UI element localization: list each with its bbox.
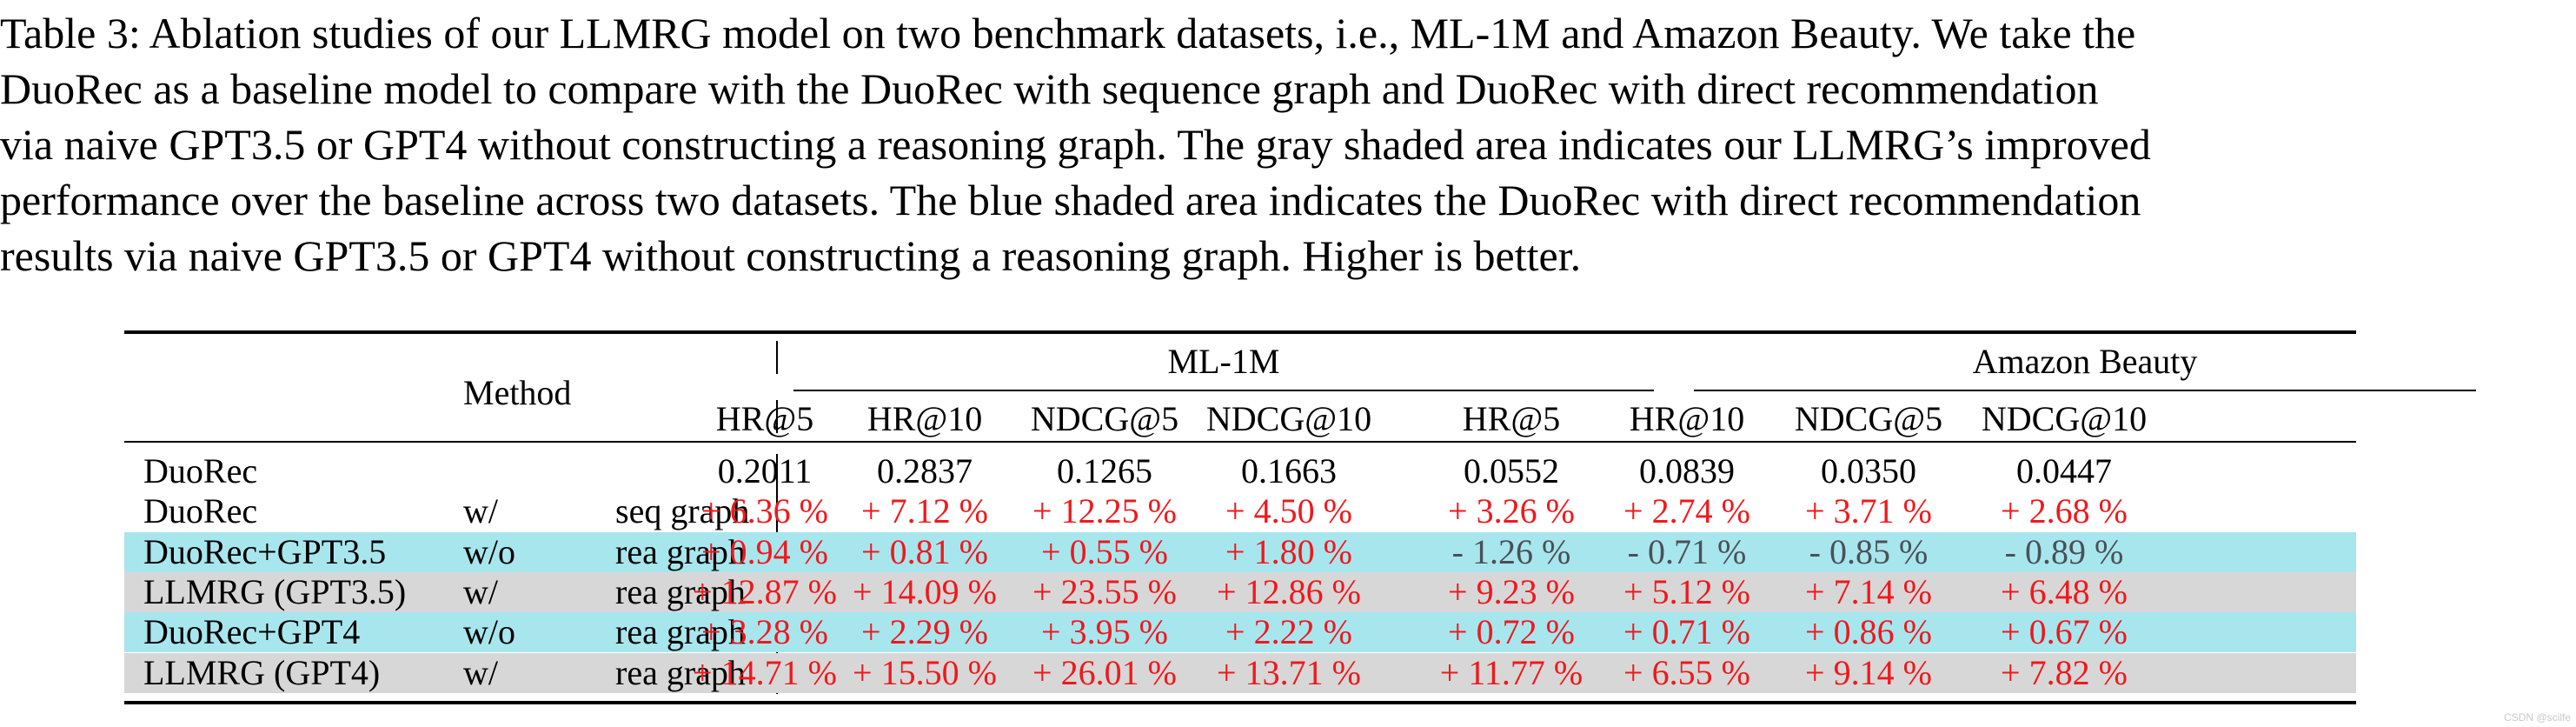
metric-value-cell: + 0.71 % [1623, 612, 1750, 651]
caption-line: DuoRec as a baseline model to compare wi… [0, 64, 2099, 113]
row-method-name: LLMRG (GPT4) [143, 653, 381, 692]
metric-value-cell: + 26.01 % [1032, 653, 1177, 692]
metric-value-cell: - 0.85 % [1809, 532, 1929, 571]
metric-value-cell: + 14.71 % [693, 653, 837, 692]
table-row: DuoRec+GPT3.5 w/o rea graph + 0.94 % + 0.81 … [124, 532, 2356, 572]
group-header-amazon: Amazon Beauty [1972, 342, 2198, 381]
metric-header: NDCG@5 [1794, 399, 1943, 438]
row-graph-type: rea graph [615, 532, 746, 571]
metric-value-cell: + 12.86 % [1217, 572, 1361, 611]
metric-value-cell: + 0.86 % [1805, 612, 1932, 651]
metric-value-cell: + 4.50 % [1225, 491, 1352, 530]
table-row: DuoRec w/seq graph + 6.36 % + 7.12 % + 12.25… [124, 491, 2356, 531]
caption-line: Table 3: Ablation studies of our LLMRG m… [0, 9, 2136, 57]
row-graph-type: rea graph [615, 572, 746, 611]
metric-value-cell: + 7.82 % [2001, 653, 2128, 692]
metric-value-cell: 0.1663 [1241, 451, 1337, 490]
table-caption: Table 3: Ablation studies of our LLMRG m… [0, 5, 2487, 283]
row-with-flag: w/ [463, 491, 498, 530]
metric-header: HR@5 [715, 399, 814, 438]
row-with-flag: w/o [463, 532, 515, 571]
metric-value-cell: + 15.50 % [853, 653, 997, 692]
metric-value-cell: + 0.94 % [701, 532, 828, 571]
top-rule [124, 330, 2356, 334]
metric-header: NDCG@10 [1205, 399, 1372, 438]
metric-value-cell: 0.0350 [1821, 451, 1916, 490]
metric-value-cell: + 6.36 % [701, 491, 828, 530]
metric-header: NDCG@5 [1030, 399, 1179, 438]
table-row: DuoRec+GPT4 w/o rea graph + 3.28 % + 2.29 % +… [124, 612, 2356, 652]
metric-value-cell: + 3.28 % [701, 612, 828, 651]
metric-value-cell: + 7.12 % [861, 491, 988, 530]
metric-value-cell: + 0.55 % [1041, 532, 1168, 571]
metric-header: HR@10 [1629, 399, 1745, 438]
metric-value-cell: + 9.23 % [1448, 572, 1575, 611]
metric-value-cell: + 3.26 % [1448, 491, 1575, 530]
method-header: Method [463, 373, 572, 412]
row-method-name: DuoRec+GPT4 [143, 612, 361, 651]
metric-value-cell: + 2.68 % [2001, 491, 2128, 530]
row-graph-type: seq graph [615, 491, 750, 530]
metric-value-cell: + 5.12 % [1623, 572, 1750, 611]
metric-header: HR@10 [866, 399, 983, 438]
metric-value-cell: + 2.74 % [1623, 491, 1750, 530]
metric-value-cell: 0.0447 [2016, 451, 2112, 490]
metric-value-cell: + 0.67 % [2001, 612, 2128, 651]
row-with-flag: w/ [463, 572, 498, 611]
metric-value-cell: - 0.71 % [1627, 532, 1747, 571]
metric-value-cell: + 6.48 % [2001, 572, 2128, 611]
table-row: LLMRG (GPT3.5) w/rea graph + 12.87 % + 14.0… [124, 572, 2356, 612]
metric-value-cell: + 13.71 % [1217, 653, 1361, 692]
bottom-rule [124, 701, 2356, 704]
caption-line: via naive GPT3.5 or GPT4 without constru… [0, 120, 2151, 169]
header-rule [124, 441, 2356, 443]
metric-value-cell: + 11.77 % [1439, 653, 1583, 692]
metric-value-cell: 0.0552 [1464, 451, 1559, 490]
metric-value-cell: + 3.71 % [1805, 491, 1932, 530]
row-with-flag: w/ [463, 653, 498, 692]
row-with-flag: w/o [463, 612, 515, 651]
metric-value-cell: + 3.95 % [1041, 612, 1168, 651]
row-method-name: LLMRG (GPT3.5) [143, 572, 407, 611]
metric-value-cell: 0.2011 [717, 451, 813, 490]
metric-value-cell: + 12.25 % [1032, 491, 1177, 530]
group-header-ml1m: ML-1M [1167, 342, 1280, 381]
metric-header: HR@5 [1462, 399, 1561, 438]
caption-line: results via naive GPT3.5 or GPT4 without… [0, 231, 1582, 280]
metric-value-cell: + 14.09 % [853, 572, 997, 611]
column-divider [776, 400, 778, 433]
metric-value-cell: 0.2837 [877, 451, 973, 490]
metric-value-cell: + 7.14 % [1805, 572, 1932, 611]
metric-value-cell: + 0.72 % [1448, 612, 1575, 651]
table-row: LLMRG (GPT4) w/rea graph + 14.71 % + 15.50 … [124, 653, 2356, 693]
watermark: CSDN @scilfe [2504, 711, 2571, 724]
row-method-name: DuoRec [143, 491, 258, 530]
caption-line: performance over the baseline across two… [0, 176, 2141, 224]
metric-value-cell: 0.1265 [1057, 451, 1152, 490]
metric-value-cell: + 2.29 % [861, 612, 988, 651]
metric-value-cell: + 0.81 % [861, 532, 988, 571]
metric-value-cell: + 9.14 % [1805, 653, 1932, 692]
amazon-group-rule [1694, 390, 2476, 391]
metric-value-cell: - 0.89 % [2004, 532, 2124, 571]
row-graph-type: rea graph [615, 653, 746, 692]
ml1m-group-rule [793, 390, 1654, 391]
row-graph-type: rea graph [615, 612, 746, 651]
metric-value-cell: + 23.55 % [1032, 572, 1177, 611]
metric-value-cell: + 6.55 % [1623, 653, 1750, 692]
metric-value-cell: + 2.22 % [1225, 612, 1352, 651]
table-row: DuoRec 0.2011 0.2837 0.1265 0.1663 0.0552 0.08… [124, 451, 2356, 491]
metric-header: NDCG@10 [1981, 399, 2148, 438]
metric-value-cell: + 12.87 % [693, 572, 837, 611]
column-divider [776, 341, 778, 374]
row-method-name: DuoRec+GPT3.5 [143, 532, 387, 571]
row-method-name: DuoRec [143, 451, 258, 490]
metric-value-cell: 0.0839 [1639, 451, 1735, 490]
metric-value-cell: - 1.26 % [1451, 532, 1571, 571]
metric-value-cell: + 1.80 % [1225, 532, 1352, 571]
